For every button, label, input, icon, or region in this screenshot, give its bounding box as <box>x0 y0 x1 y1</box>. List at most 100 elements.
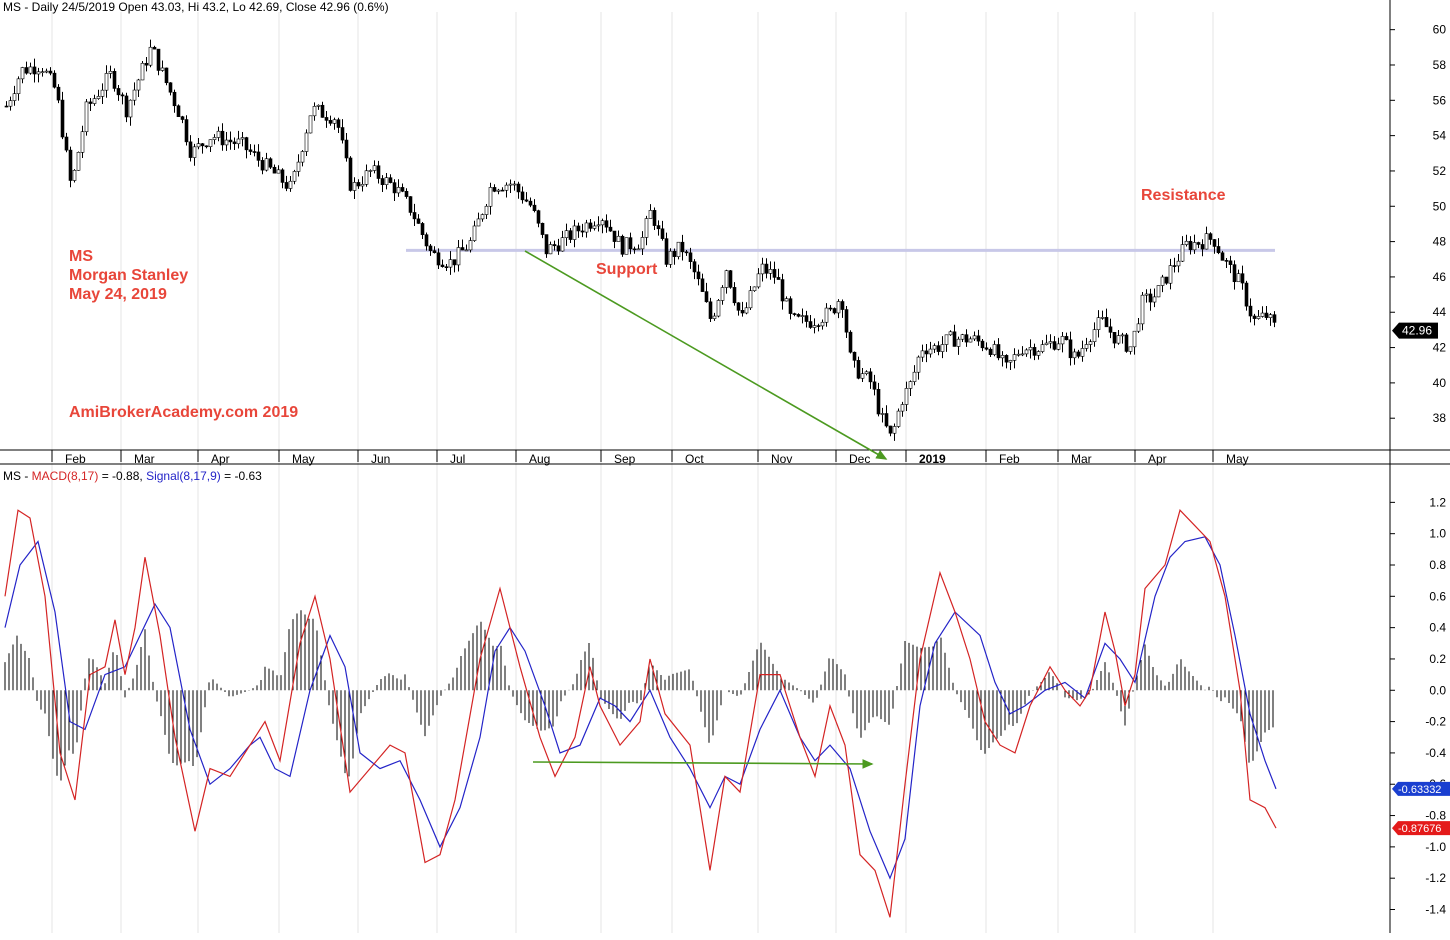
x-tick-label: Jul <box>450 452 465 466</box>
price-y-tick-label: 54 <box>1433 129 1447 143</box>
candle-body <box>532 204 537 211</box>
candle-body <box>1020 353 1025 356</box>
candle-body <box>568 230 573 240</box>
candle-body <box>12 93 17 101</box>
candle-body <box>1200 244 1205 250</box>
date-label: May 24, 2019 <box>69 286 167 303</box>
x-tick-label: Dec <box>849 452 870 466</box>
candle-body <box>184 119 189 143</box>
candle-body <box>84 101 89 133</box>
candle-body <box>876 388 881 415</box>
x-tick-label: Oct <box>685 452 704 466</box>
candle-body <box>560 237 565 252</box>
candle-body <box>844 309 849 333</box>
candle-body <box>200 143 205 147</box>
candle-body <box>1264 312 1269 318</box>
candle-body <box>652 210 657 226</box>
candle-body <box>1168 265 1173 284</box>
price-y-tick-label: 58 <box>1433 58 1447 72</box>
candle-body <box>88 101 93 104</box>
price-panel <box>4 39 1277 441</box>
candle-body <box>100 89 105 97</box>
candle-body <box>64 136 69 151</box>
macd-legend-mid: = -0.88, <box>98 469 147 483</box>
candle-body <box>992 344 997 355</box>
macd-legend-prefix: MS - <box>3 469 32 483</box>
candle-body <box>1152 296 1157 303</box>
candle-body <box>668 250 673 265</box>
candle-body <box>160 67 165 71</box>
candle-body <box>112 70 117 89</box>
candle-body <box>1248 305 1253 317</box>
candle-body <box>1100 317 1105 319</box>
macd-value-tag <box>1392 821 1450 836</box>
candle-body <box>48 70 53 74</box>
candle-body <box>544 234 549 255</box>
candle-body <box>196 143 201 148</box>
candle-body <box>1064 336 1069 341</box>
candle-body <box>664 238 669 265</box>
candle-body <box>1004 355 1009 363</box>
candle-body <box>624 237 629 255</box>
candle-body <box>256 151 261 161</box>
candle-body <box>1040 344 1045 352</box>
candle-body <box>204 145 209 148</box>
macd-panel <box>4 509 1277 918</box>
candle-body <box>1028 347 1033 351</box>
candle-body <box>1212 239 1217 247</box>
candle-body <box>176 105 181 117</box>
candle-body <box>72 169 77 181</box>
candle-body <box>616 235 621 242</box>
candle-body <box>680 241 685 253</box>
candle-body <box>1072 351 1077 359</box>
candle-body <box>920 350 925 358</box>
candle-body <box>500 189 505 192</box>
candle-body <box>780 279 785 302</box>
candle-body <box>276 169 281 174</box>
candle-body <box>748 290 753 309</box>
candle-body <box>1076 351 1081 357</box>
candle-body <box>108 70 113 74</box>
candle-body <box>1272 314 1277 323</box>
candle-body <box>1096 317 1101 330</box>
candle-body <box>520 191 525 201</box>
candle-body <box>156 48 161 71</box>
candle-body <box>400 187 405 192</box>
price-y-tick-label: 50 <box>1433 199 1447 213</box>
candle-body <box>592 225 597 229</box>
website-label: AmiBrokerAcademy.com 2019 <box>69 404 299 421</box>
candle-body <box>536 210 541 224</box>
macd-y-tick-label: -0.2 <box>1425 715 1446 729</box>
candle-body <box>168 82 173 93</box>
candle-body <box>352 182 357 191</box>
candle-body <box>292 171 297 182</box>
trend-arrow-macd <box>532 759 874 769</box>
candle-body <box>116 88 121 96</box>
x-tick-label: May <box>1226 452 1249 466</box>
candle-body <box>868 371 873 383</box>
macd-header: MS - MACD(8,17) = -0.88, Signal(8,17,9) … <box>3 469 262 483</box>
candle-body <box>640 237 645 250</box>
candle-body <box>776 277 781 280</box>
candle-body <box>604 220 609 228</box>
candle-body <box>480 214 485 220</box>
candle-body <box>444 266 449 269</box>
trend-arrow-price <box>524 250 888 460</box>
macd-value-label: -0.63332 <box>1398 784 1441 796</box>
price-y-tick-label: 38 <box>1433 411 1447 425</box>
candle-body <box>416 218 421 224</box>
candle-body <box>1088 341 1093 345</box>
candle-body <box>1084 344 1089 349</box>
candle-body <box>1180 244 1185 262</box>
candle-body <box>772 269 777 278</box>
candle-body <box>172 91 177 107</box>
price-y-tick-label: 40 <box>1433 376 1447 390</box>
candle-body <box>336 119 341 128</box>
candle-body <box>588 222 593 229</box>
candle-body <box>648 210 653 219</box>
candle-body <box>964 334 969 343</box>
candle-body <box>968 338 973 343</box>
candle-body <box>44 70 49 73</box>
